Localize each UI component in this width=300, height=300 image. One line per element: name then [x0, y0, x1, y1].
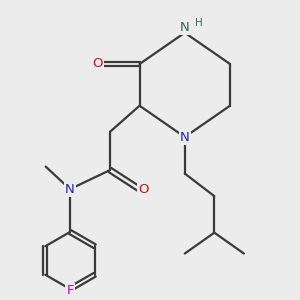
Text: N: N	[65, 183, 75, 196]
Text: F: F	[66, 284, 74, 297]
Text: N: N	[180, 130, 190, 143]
Text: O: O	[138, 183, 148, 196]
Text: O: O	[93, 58, 103, 70]
Text: N: N	[180, 21, 190, 34]
Text: H: H	[195, 18, 203, 28]
